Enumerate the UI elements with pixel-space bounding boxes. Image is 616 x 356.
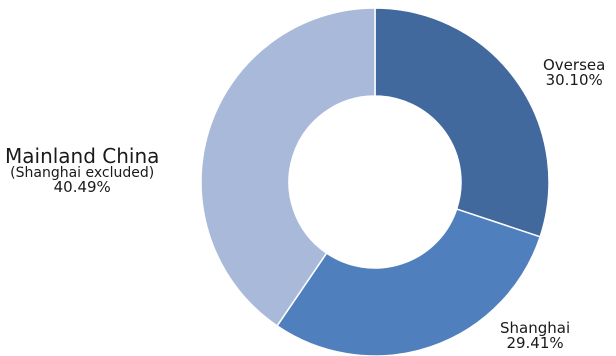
- slice-mainland-china: [200, 7, 376, 327]
- slice-name-mainland-china: Mainland China: [5, 144, 160, 168]
- slice-percent-mainland-china: 40.49%: [53, 178, 111, 196]
- slice-label-shanghai: Shanghai 29.41%: [500, 321, 570, 351]
- slice-name-shanghai: Shanghai: [500, 319, 571, 337]
- slice-label-oversea: Oversea 30.10%: [543, 58, 605, 88]
- slice-shanghai: [276, 208, 542, 356]
- slice-oversea: [374, 7, 550, 238]
- slice-label-mainland-china: Mainland China (Shanghai excluded) 40.49…: [5, 146, 159, 195]
- slice-percent-shanghai: 29.41%: [506, 334, 564, 352]
- slice-percent-oversea: 30.10%: [545, 71, 603, 89]
- slice-name-oversea: Oversea: [543, 56, 606, 74]
- slice-note-mainland-china: (Shanghai excluded): [10, 165, 155, 181]
